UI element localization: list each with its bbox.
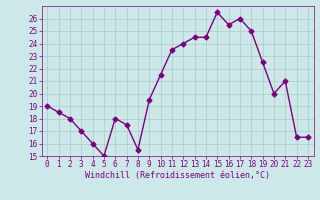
X-axis label: Windchill (Refroidissement éolien,°C): Windchill (Refroidissement éolien,°C): [85, 171, 270, 180]
